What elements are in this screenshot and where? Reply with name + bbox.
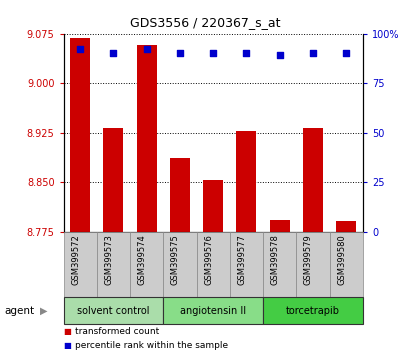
Text: percentile rank within the sample: percentile rank within the sample [75,341,227,350]
Bar [163,297,263,324]
Bar [263,297,362,324]
Text: GSM399580: GSM399580 [336,234,345,285]
Point [243,51,249,56]
Bar [70,38,90,232]
Point [77,47,83,52]
Point [342,51,348,56]
Bar [229,232,263,297]
Bar [329,232,362,297]
Bar [335,221,355,232]
Bar [203,180,222,232]
Text: GSM399578: GSM399578 [270,234,279,285]
Point [276,53,282,58]
Bar [163,232,196,297]
Bar [269,220,289,232]
Bar [63,297,163,324]
Point [110,51,117,56]
Point [209,51,216,56]
Bar [263,232,296,297]
Point [176,51,183,56]
Bar [302,128,322,232]
Text: ■: ■ [63,327,71,336]
Text: solvent control: solvent control [77,306,149,316]
Text: GSM399579: GSM399579 [303,234,312,285]
Text: ■: ■ [63,341,71,350]
Text: GSM399577: GSM399577 [237,234,246,285]
Text: GDS3556 / 220367_s_at: GDS3556 / 220367_s_at [129,16,280,29]
Bar [103,128,123,232]
Bar [130,232,163,297]
Bar [136,45,156,232]
Bar [97,232,130,297]
Text: GSM399574: GSM399574 [137,234,146,285]
Point [309,51,315,56]
Text: GSM399572: GSM399572 [71,234,80,285]
Bar [63,232,97,297]
Text: agent: agent [4,306,34,316]
Bar [236,131,256,232]
Text: GSM399576: GSM399576 [204,234,213,285]
Text: GSM399575: GSM399575 [171,234,180,285]
Text: transformed count: transformed count [75,327,159,336]
Text: angiotensin II: angiotensin II [180,306,246,316]
Bar [296,232,329,297]
Text: torcetrapib: torcetrapib [285,306,339,316]
Text: ▶: ▶ [40,306,47,316]
Point [143,47,150,52]
Bar [170,158,189,232]
Bar [196,232,229,297]
Text: GSM399573: GSM399573 [104,234,113,285]
